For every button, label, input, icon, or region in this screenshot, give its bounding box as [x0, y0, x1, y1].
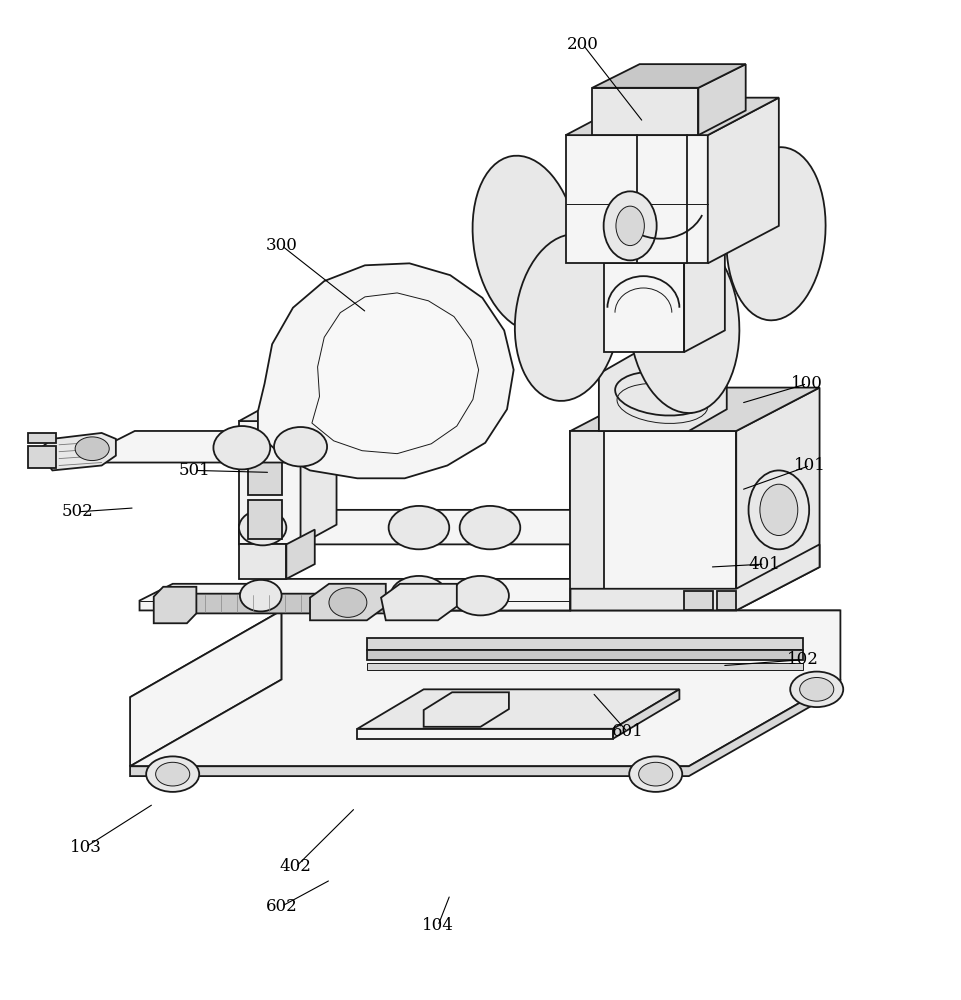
Ellipse shape — [452, 576, 509, 615]
Ellipse shape — [473, 156, 579, 332]
Ellipse shape — [390, 576, 448, 615]
Polygon shape — [239, 510, 599, 544]
Polygon shape — [357, 689, 679, 729]
Text: 602: 602 — [266, 898, 298, 915]
Polygon shape — [604, 263, 684, 352]
Text: 100: 100 — [791, 375, 824, 392]
Text: 502: 502 — [62, 503, 94, 520]
Text: 104: 104 — [422, 918, 454, 934]
Polygon shape — [684, 242, 725, 352]
Ellipse shape — [329, 588, 367, 617]
Ellipse shape — [628, 232, 739, 413]
Polygon shape — [736, 388, 820, 610]
Polygon shape — [312, 293, 479, 454]
Ellipse shape — [727, 147, 825, 320]
Ellipse shape — [800, 678, 834, 701]
Polygon shape — [566, 98, 778, 135]
Ellipse shape — [75, 437, 110, 461]
Text: 103: 103 — [69, 839, 102, 856]
Polygon shape — [599, 352, 727, 431]
Text: 101: 101 — [794, 457, 826, 474]
Ellipse shape — [274, 427, 327, 466]
Polygon shape — [566, 135, 708, 263]
Polygon shape — [699, 64, 746, 135]
Polygon shape — [102, 431, 333, 463]
Polygon shape — [249, 461, 282, 495]
Polygon shape — [357, 729, 613, 739]
Polygon shape — [239, 421, 301, 544]
Polygon shape — [571, 544, 820, 610]
Ellipse shape — [790, 672, 843, 707]
Polygon shape — [708, 98, 778, 263]
Ellipse shape — [239, 510, 286, 545]
Polygon shape — [28, 446, 56, 468]
Text: 102: 102 — [787, 651, 819, 668]
Ellipse shape — [388, 506, 449, 549]
Text: 300: 300 — [265, 237, 298, 254]
Polygon shape — [239, 579, 599, 610]
Polygon shape — [301, 401, 336, 544]
Ellipse shape — [146, 756, 199, 792]
Text: 601: 601 — [611, 723, 643, 740]
Polygon shape — [258, 263, 513, 478]
Polygon shape — [249, 500, 282, 539]
Polygon shape — [592, 64, 746, 88]
Polygon shape — [286, 530, 315, 579]
Polygon shape — [571, 431, 604, 610]
Polygon shape — [367, 663, 802, 670]
Polygon shape — [310, 584, 385, 620]
Polygon shape — [130, 610, 282, 766]
Polygon shape — [571, 388, 820, 431]
Ellipse shape — [749, 470, 809, 549]
Text: 401: 401 — [749, 556, 780, 573]
Ellipse shape — [156, 762, 189, 786]
Polygon shape — [28, 433, 56, 443]
Polygon shape — [277, 411, 343, 441]
Polygon shape — [424, 692, 509, 727]
Ellipse shape — [515, 234, 621, 401]
Ellipse shape — [604, 191, 656, 260]
Text: 402: 402 — [280, 858, 311, 875]
Ellipse shape — [616, 206, 644, 246]
Ellipse shape — [760, 484, 798, 536]
Polygon shape — [367, 650, 802, 660]
Polygon shape — [592, 88, 699, 135]
Polygon shape — [382, 584, 456, 620]
Polygon shape — [717, 591, 736, 610]
Polygon shape — [130, 610, 841, 697]
Polygon shape — [163, 594, 424, 613]
Polygon shape — [571, 431, 736, 610]
Polygon shape — [239, 401, 336, 421]
Polygon shape — [130, 610, 841, 766]
Polygon shape — [613, 689, 679, 739]
Polygon shape — [130, 679, 841, 776]
Ellipse shape — [639, 762, 673, 786]
Polygon shape — [367, 638, 802, 650]
Polygon shape — [684, 591, 712, 610]
Text: 501: 501 — [179, 462, 210, 479]
Polygon shape — [37, 433, 116, 470]
Polygon shape — [239, 544, 286, 579]
Ellipse shape — [240, 580, 282, 611]
Ellipse shape — [213, 426, 270, 469]
Ellipse shape — [629, 756, 682, 792]
Polygon shape — [139, 584, 604, 610]
Ellipse shape — [459, 506, 520, 549]
Text: 200: 200 — [567, 36, 599, 53]
Polygon shape — [154, 587, 196, 623]
